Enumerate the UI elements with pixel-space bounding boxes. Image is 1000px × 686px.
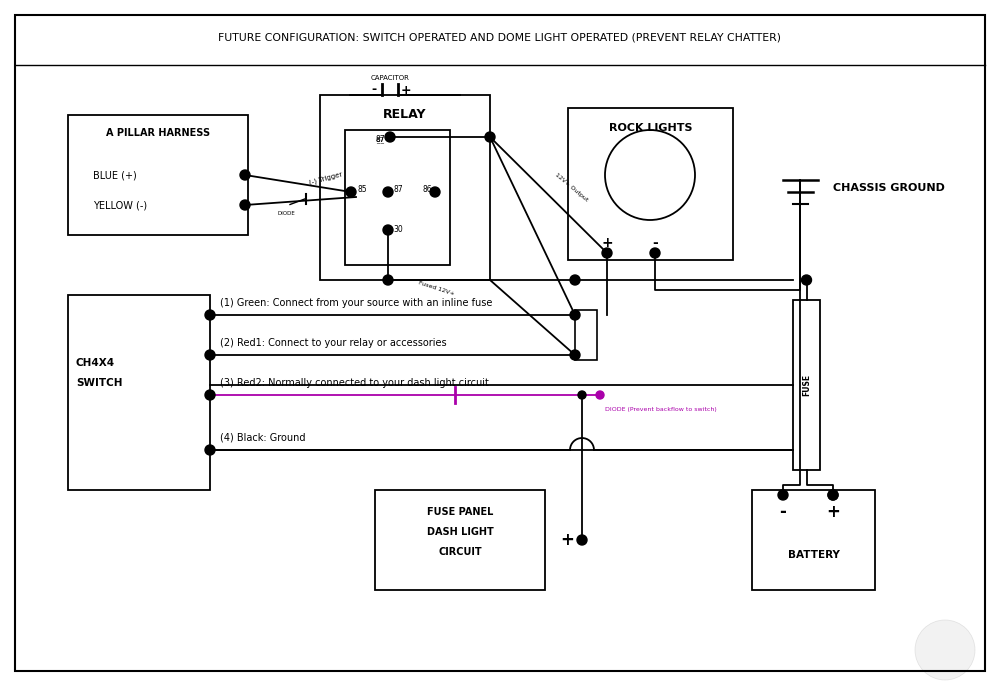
Text: FUTURE CONFIGURATION: SWITCH OPERATED AND DOME LIGHT OPERATED (PREVENT RELAY CHA: FUTURE CONFIGURATION: SWITCH OPERATED AN… [218, 33, 782, 43]
Text: +: + [601, 236, 613, 250]
Circle shape [430, 187, 440, 197]
Circle shape [240, 170, 250, 180]
Circle shape [205, 310, 215, 320]
Circle shape [915, 620, 975, 680]
Circle shape [828, 490, 838, 500]
Text: FUSE PANEL: FUSE PANEL [427, 507, 493, 517]
Circle shape [383, 225, 393, 235]
Text: +: + [560, 531, 574, 549]
Text: DIODE: DIODE [277, 211, 295, 216]
Text: 8̲7̲: 8̲7̲ [376, 136, 384, 143]
Circle shape [570, 310, 580, 320]
Text: BLUE (+): BLUE (+) [93, 170, 137, 180]
Text: 12V+ Output: 12V+ Output [554, 172, 588, 202]
Text: FUSE: FUSE [802, 374, 811, 396]
Text: (1) Green: Connect from your source with an inline fuse: (1) Green: Connect from your source with… [220, 298, 492, 308]
Text: RELAY: RELAY [383, 108, 427, 121]
Circle shape [383, 275, 393, 285]
Text: -: - [371, 84, 377, 97]
Circle shape [205, 350, 215, 360]
Text: BATTERY: BATTERY [788, 550, 839, 560]
Circle shape [570, 350, 580, 360]
Text: (4) Black: Ground: (4) Black: Ground [220, 433, 306, 443]
Circle shape [577, 535, 587, 545]
Bar [752, 490, 875, 590]
Circle shape [596, 391, 604, 399]
Circle shape [205, 390, 215, 400]
Text: A PILLAR HARNESS: A PILLAR HARNESS [106, 128, 210, 138]
Bar [375, 490, 545, 590]
Text: ROCK LIGHTS: ROCK LIGHTS [609, 123, 692, 133]
Circle shape [828, 490, 838, 500]
Text: CH4X4: CH4X4 [76, 358, 115, 368]
Circle shape [485, 132, 495, 142]
Circle shape [346, 187, 356, 197]
Circle shape [578, 391, 586, 399]
Text: CAPACITOR: CAPACITOR [371, 75, 409, 81]
Bar [320, 95, 490, 280]
Circle shape [385, 132, 395, 142]
Circle shape [650, 248, 660, 258]
Text: 30: 30 [393, 226, 403, 235]
Circle shape [802, 275, 812, 285]
Circle shape [602, 248, 612, 258]
Text: CHASSIS GROUND: CHASSIS GROUND [833, 183, 945, 193]
Circle shape [205, 445, 215, 455]
Circle shape [240, 200, 250, 210]
Circle shape [570, 275, 580, 285]
Text: Fused 12V+: Fused 12V+ [418, 280, 455, 296]
Text: 85: 85 [358, 185, 368, 195]
Text: SWITCH: SWITCH [76, 378, 122, 388]
Text: (3) Red2: Normally connected to your dash light circuit: (3) Red2: Normally connected to your das… [220, 378, 489, 388]
Text: CIRCUIT: CIRCUIT [438, 547, 482, 557]
Text: +: + [826, 503, 840, 521]
Bar [68, 295, 210, 490]
Bar [345, 130, 450, 265]
Circle shape [778, 490, 788, 500]
Text: YELLOW (-): YELLOW (-) [93, 200, 147, 210]
Text: 87: 87 [393, 185, 403, 195]
Bar [568, 108, 733, 260]
Text: DIODE (Prevent backflow to switch): DIODE (Prevent backflow to switch) [605, 407, 717, 412]
Text: (2) Red1: Connect to your relay or accessories: (2) Red1: Connect to your relay or acces… [220, 338, 447, 348]
Text: +: + [401, 84, 411, 97]
Text: 87: 87 [375, 134, 385, 143]
Bar [575, 310, 597, 360]
Text: -: - [652, 236, 658, 250]
Text: DASH LIGHT: DASH LIGHT [427, 527, 493, 537]
Text: -: - [780, 503, 786, 521]
Circle shape [383, 187, 393, 197]
Text: (-) Trigger: (-) Trigger [308, 171, 343, 186]
Bar [793, 300, 820, 470]
Text: 86: 86 [422, 185, 432, 195]
Bar [68, 115, 248, 235]
